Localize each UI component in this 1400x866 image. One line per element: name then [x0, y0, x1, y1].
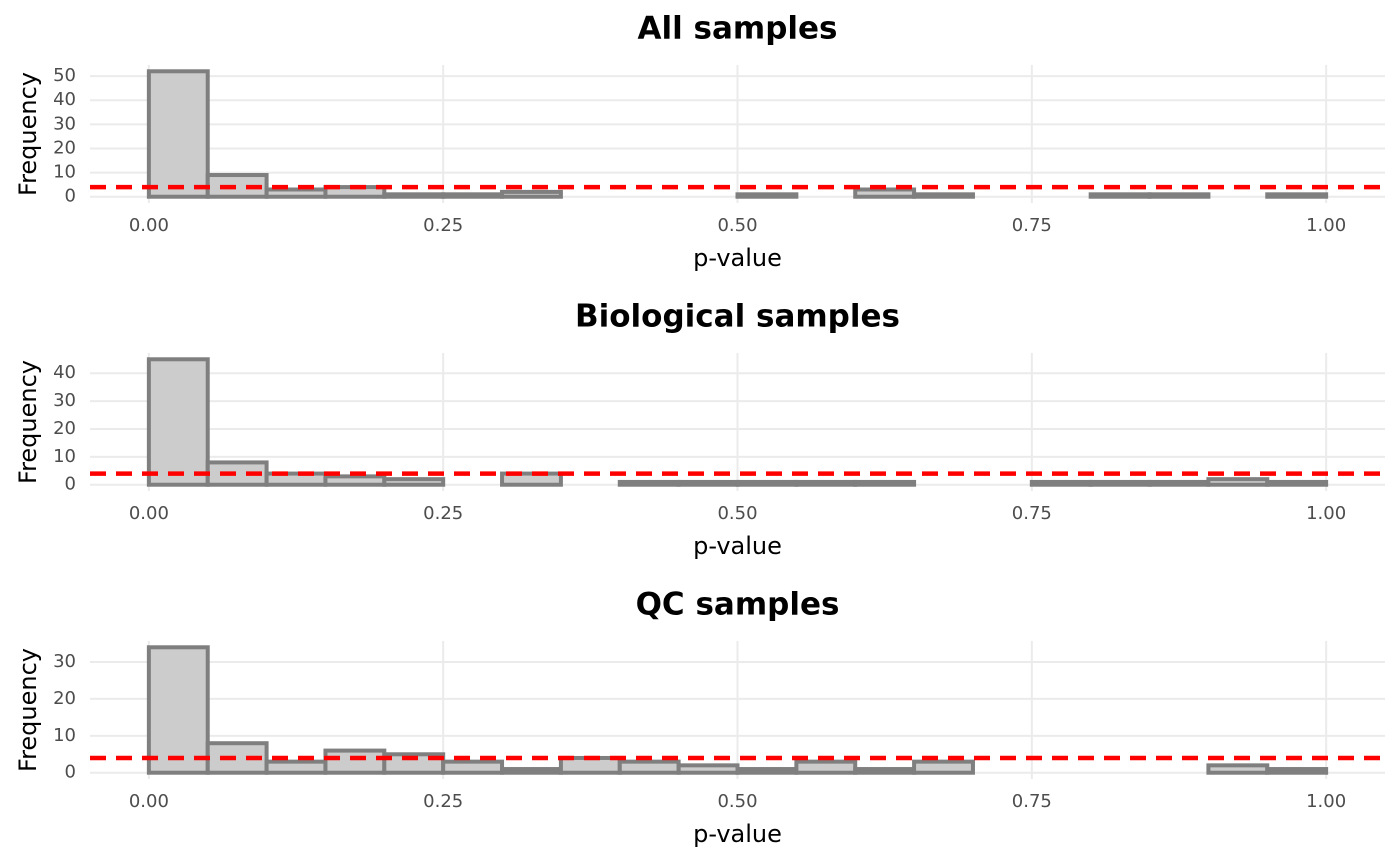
bar	[1265, 479, 1329, 487]
bar	[264, 187, 328, 199]
bar	[1029, 479, 1093, 487]
x-tick-label: 0.25	[423, 215, 463, 236]
y-tick-label: 0	[65, 762, 76, 783]
y-tick-label: 10	[53, 725, 76, 746]
x-tick-label: 0.50	[717, 503, 757, 524]
bar	[264, 759, 328, 775]
bar	[735, 767, 799, 775]
bar	[1147, 192, 1211, 199]
bar	[1147, 479, 1211, 487]
bar	[500, 471, 563, 487]
bar	[441, 192, 505, 199]
y-tick-label: 20	[53, 688, 76, 709]
bar	[146, 645, 210, 775]
bar	[735, 192, 799, 199]
y-tick-label: 0	[65, 186, 76, 207]
x-tick-label: 0.75	[1012, 215, 1052, 236]
y-tick-label: 30	[53, 651, 76, 672]
bar	[853, 479, 917, 487]
bar	[1088, 479, 1152, 487]
bar	[1265, 192, 1329, 199]
y-tick-label: 50	[53, 65, 76, 86]
y-tick-label: 30	[53, 390, 76, 411]
bar	[146, 357, 210, 487]
bar	[912, 759, 975, 775]
bar	[382, 192, 446, 199]
y-axis-label: Frequency	[14, 360, 42, 484]
bar	[794, 759, 858, 775]
x-tick-label: 1.00	[1306, 791, 1346, 812]
x-tick-label: 0.75	[1012, 791, 1052, 812]
x-tick-label: 0.25	[423, 503, 463, 524]
bar	[676, 763, 740, 775]
y-tick-label: 10	[53, 162, 76, 183]
y-tick-label: 20	[53, 418, 76, 439]
y-axis-label: Frequency	[14, 72, 42, 196]
y-tick-label: 20	[53, 137, 76, 158]
x-tick-label: 1.00	[1306, 215, 1346, 236]
bar	[1206, 763, 1270, 775]
x-axis-label: p-value	[693, 532, 782, 560]
x-axis-label: p-value	[693, 244, 782, 272]
x-tick-label: 1.00	[1306, 503, 1346, 524]
chart-title: All samples	[637, 11, 837, 47]
bar	[323, 474, 387, 487]
bar	[146, 69, 210, 199]
bar	[853, 767, 917, 775]
x-tick-label: 0.75	[1012, 503, 1052, 524]
bar	[617, 759, 681, 775]
bar	[1088, 192, 1152, 199]
bar	[441, 759, 505, 775]
bar	[1265, 767, 1329, 775]
x-axis-label: p-value	[693, 820, 782, 848]
bar	[853, 187, 917, 199]
y-axis-label: Frequency	[14, 648, 42, 772]
x-tick-label: 0.50	[717, 215, 757, 236]
y-tick-label: 40	[53, 89, 76, 110]
x-tick-label: 0.00	[129, 503, 169, 524]
x-tick-label: 0.00	[129, 215, 169, 236]
bar	[676, 479, 740, 487]
bar	[382, 477, 446, 487]
bar	[500, 767, 563, 775]
y-tick-label: 10	[53, 446, 76, 467]
bar	[735, 479, 799, 487]
bar	[794, 479, 858, 487]
y-tick-label: 40	[53, 362, 76, 383]
y-tick-label: 30	[53, 113, 76, 134]
bar	[500, 189, 563, 199]
chart-title: QC samples	[636, 587, 840, 623]
y-tick-label: 0	[65, 474, 76, 495]
bar	[1206, 477, 1270, 487]
chart-title: Biological samples	[575, 299, 900, 335]
x-tick-label: 0.50	[717, 791, 757, 812]
bar	[617, 479, 681, 487]
x-tick-label: 0.25	[423, 791, 463, 812]
x-tick-label: 0.00	[129, 791, 169, 812]
bar	[912, 192, 975, 199]
bar	[323, 748, 387, 775]
